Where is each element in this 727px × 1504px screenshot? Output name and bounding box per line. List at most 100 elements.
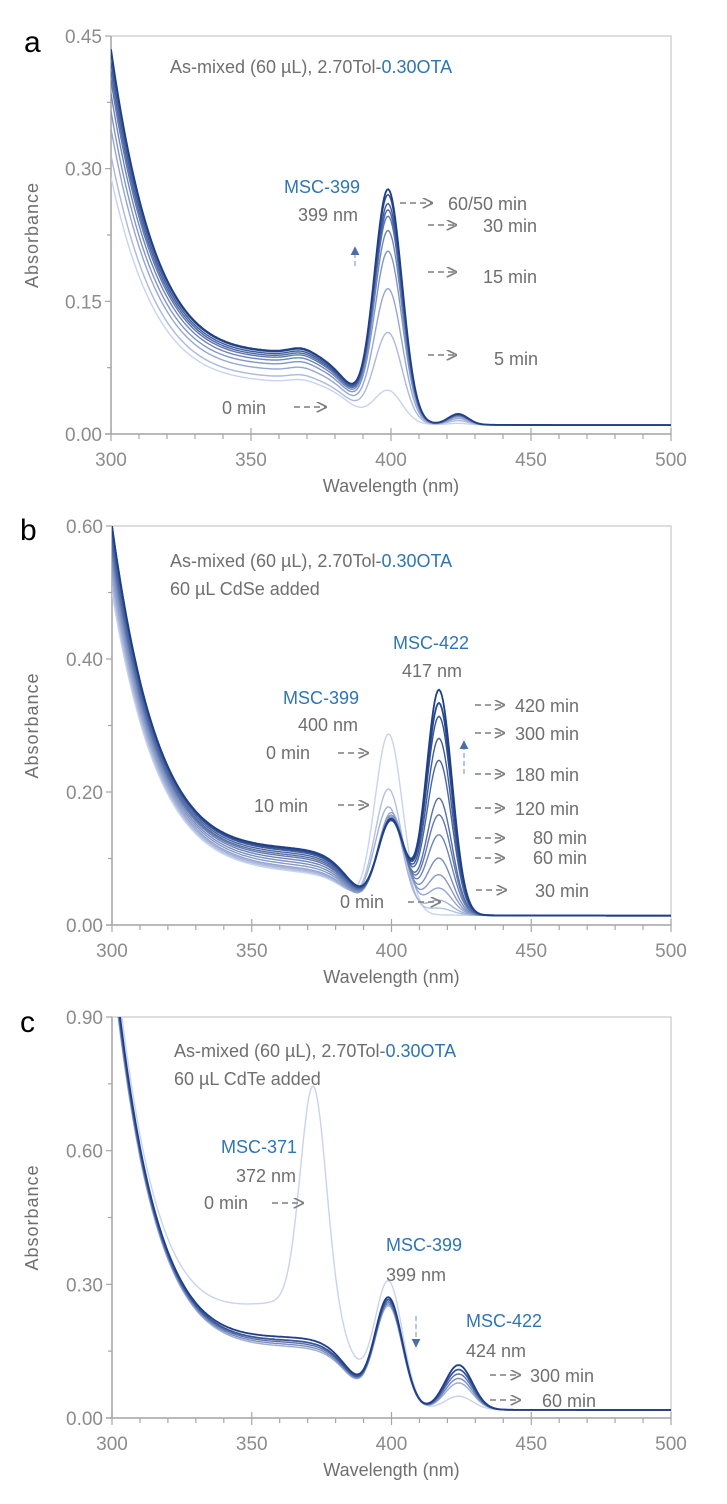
x-tick-label: 450 <box>515 1434 547 1455</box>
panel-c: c 300 350 400 450 500 0.00 0.30 0.60 0.90 Wavelen… <box>20 1006 687 1480</box>
time-label-0-top: 0 min <box>266 743 310 763</box>
peak-label-msc422: MSC-422 <box>393 633 469 653</box>
spectrum-line-25-min <box>111 80 671 426</box>
time-label-420: 420 min <box>515 696 579 716</box>
condition-note-blue: 0.30OTA <box>381 57 452 77</box>
panel-letter: c <box>20 1006 35 1039</box>
spectrum-line-20-min <box>111 93 671 426</box>
panel-letter: b <box>20 514 37 547</box>
axes: 300 350 400 450 500 0.00 0.20 0.40 0.60 Wavelengt… <box>22 517 687 987</box>
time-label-180: 180 min <box>515 765 579 785</box>
series-layer <box>112 526 671 917</box>
y-tick-label: 0.60 <box>66 517 103 538</box>
time-label-5: 5 min <box>494 349 538 369</box>
condition-note-blue: 0.30OTA <box>381 551 452 571</box>
spectrum-line-0-min <box>121 1017 671 1411</box>
peak-wavelength-399: 399 nm <box>298 205 358 225</box>
x-tick-label: 350 <box>236 941 268 962</box>
time-label-80: 80 min <box>533 828 587 848</box>
y-tick-label: 0.20 <box>66 783 103 804</box>
time-label-0-bottom: 0 min <box>340 892 384 912</box>
time-label-120: 120 min <box>515 799 579 819</box>
y-axis-title: Absorbance <box>22 1164 42 1270</box>
spectrum-line-100-min <box>112 549 671 917</box>
peak-wavelength-400: 400 nm <box>298 715 358 735</box>
time-label-30: 30 min <box>535 881 589 901</box>
x-tick-label: 450 <box>515 941 547 962</box>
spectrum-line-45-min <box>112 565 671 917</box>
y-tick-label: 0.45 <box>65 27 102 48</box>
time-label-60: 60 min <box>542 1391 596 1411</box>
y-tick-label: 0.30 <box>66 1275 103 1296</box>
series-layer <box>117 1017 671 1411</box>
y-tick-label: 0.90 <box>66 1008 103 1029</box>
y-tick-label: 0.00 <box>66 916 103 937</box>
time-label-30: 30 min <box>483 216 537 236</box>
peak-label-msc371: MSC-371 <box>221 1137 297 1157</box>
peak-wavelength-399: 399 nm <box>386 1265 446 1285</box>
spectrum-line-10-min <box>111 128 671 426</box>
x-tick-label: 350 <box>235 450 267 471</box>
y-axis-title: Absorbance <box>22 672 42 778</box>
spectrum-line-10-min <box>112 585 671 917</box>
time-label-0: 0 min <box>204 1193 248 1213</box>
spectrum-line-120-min <box>117 1017 671 1411</box>
spectrum-line-20-min <box>112 579 671 917</box>
y-tick-label: 0.00 <box>66 1409 103 1430</box>
time-label-300: 300 min <box>530 1366 594 1386</box>
panel-letter: a <box>24 26 41 59</box>
time-label-0: 0 min <box>222 398 266 418</box>
x-tick-label: 500 <box>655 1434 687 1455</box>
spectrum-line-120-min <box>112 545 671 917</box>
time-label-10: 10 min <box>254 796 308 816</box>
spectrum-line-180-min <box>118 1017 671 1411</box>
time-label-300: 300 min <box>515 724 579 744</box>
y-tick-label: 0.60 <box>66 1142 103 1163</box>
peak-wavelength-417: 417 nm <box>402 661 462 681</box>
spectrum-line-420-min <box>112 526 671 917</box>
peak-wavelength-372: 372 nm <box>236 1166 296 1186</box>
spectrum-line-300-min <box>119 1017 671 1411</box>
condition-note: As-mixed (60 µL), 2.70Tol-0.30OTA <box>170 57 452 77</box>
y-tick-label: 0.15 <box>65 292 102 313</box>
time-label-60-50: 60/50 min <box>448 194 527 214</box>
spectrum-line-60-min <box>117 1017 671 1411</box>
axes: 300 350 400 450 500 0.00 0.15 0.30 0.45 Wavelengt… <box>22 27 687 496</box>
spectrum-line-15-min <box>111 111 671 426</box>
spectrum-line-30-min <box>112 572 671 917</box>
peak-label-msc399: MSC-399 <box>386 1235 462 1255</box>
x-tick-label: 400 <box>376 1434 408 1455</box>
condition-note-gray: As-mixed (60 µL), 2.70Tol- <box>170 551 381 571</box>
y-tick-label: 0.00 <box>65 425 102 446</box>
panel-a: a 300 350 400 450 500 0.00 0.15 0.30 0.45 Wavelen… <box>22 26 687 496</box>
x-axis-title: Wavelength (nm) <box>323 967 459 987</box>
x-tick-label: 400 <box>376 941 408 962</box>
condition-note-gray: As-mixed (60 µL), 2.70Tol- <box>170 57 381 77</box>
spectrum-line-240-min <box>118 1017 671 1411</box>
x-tick-label: 400 <box>375 450 407 471</box>
condition-note-2: 60 µL CdTe added <box>174 1069 321 1089</box>
x-axis-title: Wavelength (nm) <box>323 1460 459 1480</box>
condition-note-2: 60 µL CdSe added <box>170 579 320 599</box>
condition-note-blue: 0.30OTA <box>385 1041 456 1061</box>
peak-label-msc422: MSC-422 <box>466 1311 542 1331</box>
x-tick-label: 350 <box>236 1434 268 1455</box>
spectrum-line-60-min <box>111 49 671 426</box>
y-tick-label: 0.30 <box>65 160 102 181</box>
peak-label-msc399: MSC-399 <box>283 688 359 708</box>
peak-wavelength-424: 424 nm <box>466 1341 526 1361</box>
spectrum-line-80-min <box>112 552 671 917</box>
condition-note-gray: As-mixed (60 µL), 2.70Tol- <box>174 1041 385 1061</box>
condition-note: As-mixed (60 µL), 2.70Tol-0.30OTA <box>174 1041 456 1061</box>
y-axis-title: Absorbance <box>22 182 42 288</box>
time-label-15: 15 min <box>483 267 537 287</box>
series-layer <box>111 49 671 426</box>
condition-note: As-mixed (60 µL), 2.70Tol-0.30OTA <box>170 551 452 571</box>
spectrum-line-50-min <box>111 53 671 426</box>
panel-b: b 300 350 400 450 500 0.00 0.20 0.40 0.60 Wavelen… <box>20 514 687 987</box>
x-tick-label: 450 <box>515 450 547 471</box>
x-axis-title: Wavelength (nm) <box>323 476 459 496</box>
x-tick-label: 500 <box>655 450 687 471</box>
x-tick-label: 300 <box>95 450 127 471</box>
